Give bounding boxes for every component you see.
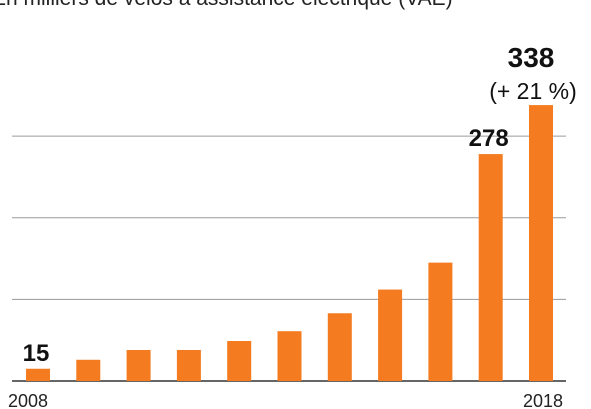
- bar-2017: [478, 154, 503, 381]
- bar-2016: [428, 262, 453, 381]
- bar-2011: [176, 349, 201, 381]
- bars: [26, 105, 553, 381]
- x-tick-2008: 2008: [8, 391, 48, 409]
- data-label-2017: 278: [469, 125, 509, 152]
- bar-2009: [76, 359, 101, 381]
- x-tick-2018: 2018: [523, 391, 563, 409]
- bar-2015: [378, 289, 403, 381]
- bar-2018: [529, 105, 553, 381]
- bar-2013: [277, 331, 302, 381]
- bar-2010: [126, 349, 151, 381]
- bar-2008: [26, 368, 50, 381]
- chart-subtitle: En milliers de vélos à assistance électr…: [0, 0, 453, 11]
- bar-2014: [327, 313, 352, 381]
- x-axis-tick-labels: 2008 2018: [8, 391, 563, 409]
- data-labels: 15 278 (+ 21 %) 338: [23, 42, 577, 367]
- data-label-2018-change: (+ 21 %): [489, 78, 577, 104]
- data-label-2008: 15: [23, 340, 50, 367]
- bar-2012: [227, 341, 252, 381]
- data-label-2018: 338: [508, 42, 555, 73]
